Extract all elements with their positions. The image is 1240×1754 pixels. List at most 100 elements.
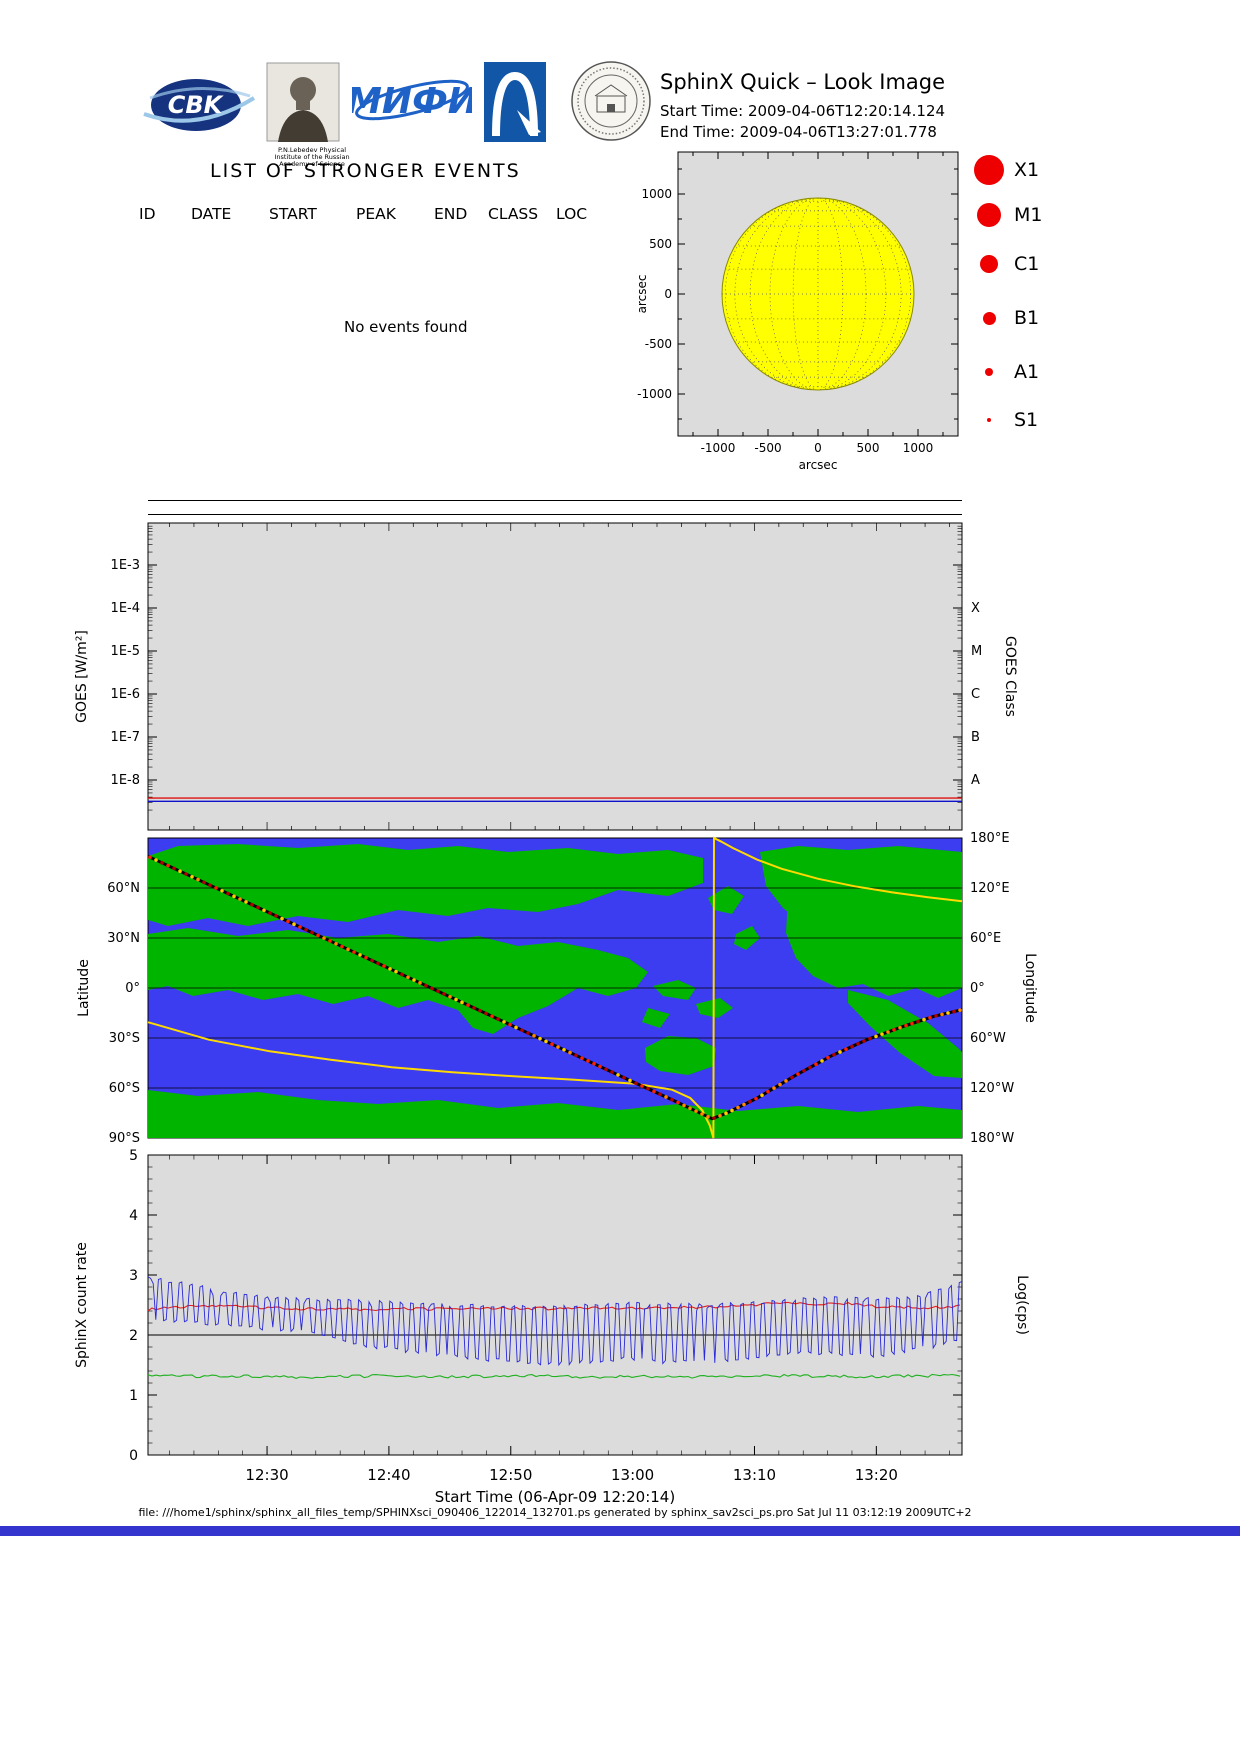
- counts-y-tick: 0: [129, 1448, 138, 1464]
- track-dot: [262, 908, 266, 913]
- sun-disk-chart: -1000 -500 0 500 1000 1000 500 0 -500 -1000 arcsec…: [635, 151, 959, 472]
- goes-y-tick: 1E-6: [111, 687, 140, 702]
- portrait-neck: [296, 100, 310, 110]
- track-dot: [790, 1075, 794, 1080]
- longitude-tick: 60°E: [970, 931, 1001, 946]
- track-dot: [412, 978, 416, 982]
- legend-item: M1: [972, 203, 1042, 227]
- counts-y-tick: 3: [129, 1268, 138, 1284]
- cbk-pan-logo: CBK: [138, 76, 258, 138]
- latitude-axis-label: Latitude: [76, 959, 92, 1017]
- track-dot: [334, 941, 338, 946]
- continent: [848, 990, 962, 1078]
- goes-class-tick: A: [971, 773, 980, 788]
- track-dot: [814, 1062, 818, 1067]
- divider-line-top: [148, 500, 962, 501]
- track-dot: [340, 944, 344, 949]
- counts-yaxis-label: SphinX count rate: [74, 1242, 90, 1368]
- goes-class-tick: M: [971, 644, 982, 659]
- observatory-seal-logo: [570, 60, 652, 146]
- track-dot: [388, 967, 392, 971]
- track-dot: [304, 928, 308, 932]
- track-dot: [940, 1012, 944, 1017]
- track-dot: [166, 863, 170, 868]
- time-tick: 12:40: [367, 1466, 410, 1484]
- track-dot: [766, 1089, 770, 1094]
- track-dot: [214, 886, 218, 890]
- longitude-tick: 60°W: [970, 1031, 1006, 1046]
- flare-class-dot: [987, 418, 991, 422]
- track-dot: [874, 1034, 878, 1039]
- goes-flux-chart: 1E-3 1E-4 1E-5 1E-6 1E-7 1E-8 X M C B A GOES [W/m²]…: [74, 522, 1018, 831]
- track-dot: [280, 916, 284, 921]
- seal-roof: [594, 84, 628, 97]
- mephi-text: МИФИ: [352, 81, 472, 122]
- track-dot: [910, 1021, 914, 1026]
- lebedev-institute-logo: P.N.Lebedev Physical Institute of the Ru…: [266, 62, 358, 168]
- continent: [708, 886, 744, 914]
- track-dot: [928, 1015, 932, 1020]
- goes-class-tick: B: [971, 730, 980, 745]
- counts-plot-area: [147, 1154, 963, 1456]
- track-dot: [886, 1030, 890, 1034]
- track-dot: [664, 1095, 668, 1099]
- events-list-title: LIST OF STRONGER EVENTS: [210, 160, 521, 182]
- track-dot: [148, 855, 152, 860]
- longitude-tick: 120°W: [970, 1081, 1014, 1096]
- sun-x-tick: -1000: [701, 441, 736, 455]
- track-dot: [538, 1036, 542, 1041]
- end-time: End Time: 2009-04-06T13:27:01.778: [660, 123, 937, 141]
- col-loc: LOC: [556, 205, 588, 223]
- track-dot: [172, 866, 176, 871]
- track-dot: [178, 869, 182, 874]
- sun-x-tick: 500: [857, 441, 880, 455]
- track-dot: [880, 1032, 884, 1036]
- track-dot: [622, 1075, 626, 1080]
- continent: [645, 1036, 716, 1075]
- latitude-tick: 60°N: [107, 881, 140, 896]
- track-dot: [490, 1014, 494, 1019]
- track-dot: [190, 874, 194, 879]
- track-dot: [688, 1106, 692, 1111]
- track-dot: [694, 1109, 698, 1113]
- track-dot: [754, 1096, 758, 1101]
- track-dot: [202, 880, 206, 885]
- track-dot: [268, 911, 272, 915]
- track-dot: [586, 1059, 590, 1063]
- track-dot: [220, 888, 224, 893]
- goes-class-tick: C: [971, 687, 980, 702]
- latitude-tick: 90°S: [109, 1131, 140, 1146]
- track-dot: [808, 1065, 812, 1070]
- track-dot: [286, 919, 290, 924]
- track-dot: [916, 1019, 920, 1024]
- cbk-text: CBK: [168, 91, 225, 119]
- latitude-tick: 0°: [125, 981, 140, 996]
- track-dot: [370, 958, 374, 963]
- track-dot: [904, 1023, 908, 1028]
- latitude-tick: 30°N: [107, 931, 140, 946]
- track-dot: [514, 1025, 518, 1030]
- ground-track-map: 60°N 30°N 0° 30°S 60°S 90°S 180°E 120°E 60°E 0° 60…: [76, 831, 1038, 1146]
- sun-y-tick: 500: [649, 237, 672, 251]
- track-dot: [628, 1078, 632, 1083]
- seal-outer-circle: [571, 61, 651, 141]
- continent: [642, 1008, 670, 1028]
- track-dot: [556, 1045, 560, 1049]
- lebedev-portrait: [266, 62, 340, 142]
- title-block: SphinX Quick – Look Image Start Time: 20…: [660, 70, 945, 143]
- track-dot: [310, 930, 314, 935]
- bottom-bar: [0, 1526, 1240, 1536]
- track-dot: [250, 902, 254, 907]
- track-dot: [406, 975, 410, 980]
- no-events-message: No events found: [344, 318, 468, 336]
- continent: [148, 1090, 962, 1138]
- track-dot: [154, 858, 158, 862]
- green-count-line: [147, 1373, 961, 1379]
- track-dot: [748, 1099, 752, 1104]
- track-dot: [598, 1064, 602, 1069]
- track-dot: [634, 1081, 638, 1086]
- track-dot: [802, 1068, 806, 1073]
- track-dot: [862, 1039, 866, 1043]
- track-dot: [736, 1105, 740, 1110]
- goes-y-tick: 1E-5: [111, 644, 140, 659]
